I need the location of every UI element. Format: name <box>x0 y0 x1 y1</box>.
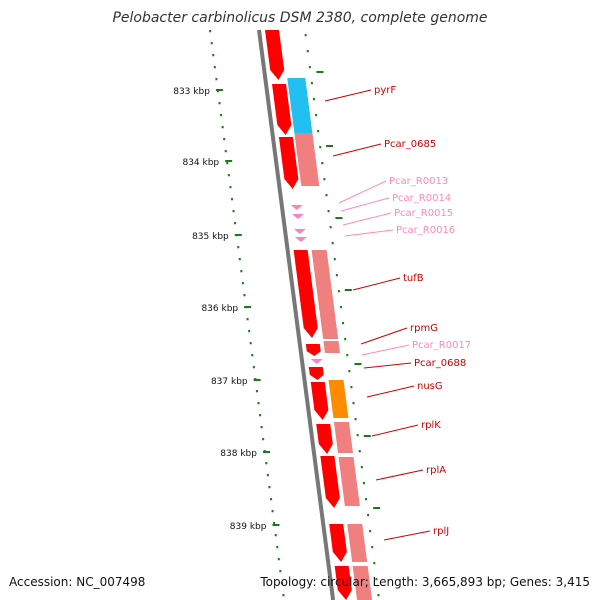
gene-leader-line <box>375 469 424 481</box>
cds-arrow <box>293 250 318 338</box>
gene-label: nusG <box>417 381 443 392</box>
cds-orange-box <box>328 380 349 418</box>
rna-chevron <box>294 237 307 242</box>
cds-arrow <box>278 137 299 189</box>
gene-label: Pcar_R0016 <box>396 225 455 236</box>
cds-arrow <box>310 382 329 420</box>
gene-leader-line <box>342 212 392 226</box>
cds-pink-box <box>311 250 339 339</box>
gene-label: rplA <box>426 465 446 476</box>
cds-arrow <box>272 84 292 135</box>
cds-arrow <box>329 524 347 562</box>
cds-pink-box <box>347 524 368 562</box>
cds-pink-box <box>323 341 340 353</box>
gene-leader-line <box>361 344 410 356</box>
gene-leader-line <box>383 530 431 541</box>
cds-arrow <box>320 456 340 508</box>
cds-arrow <box>334 566 352 600</box>
gene-leader-line <box>324 89 372 102</box>
gene-label: Pcar_R0014 <box>392 193 451 204</box>
gene-leader-line <box>332 143 382 157</box>
gene-label: Pcar_R0017 <box>412 340 471 351</box>
cds-arrow <box>308 367 324 380</box>
rna-chevron <box>290 205 303 210</box>
cds-pink-box <box>352 566 373 600</box>
gene-label: rplK <box>421 420 441 431</box>
gene-label: Pcar_R0015 <box>394 208 453 219</box>
accession-label: Accession: NC_007498 <box>9 575 146 589</box>
gene-label: rplJ <box>433 526 449 537</box>
gene-leader-line <box>366 385 415 398</box>
kbp-label: 835 kbp <box>192 232 229 242</box>
gene-label: Pcar_R0013 <box>389 176 448 187</box>
rna-chevron <box>310 359 323 364</box>
kbp-label: 839 kbp <box>230 522 267 532</box>
cds-arrow <box>316 424 333 454</box>
gene-leader-line <box>352 277 401 291</box>
gene-label: pyrF <box>374 85 396 96</box>
gene-label: tufB <box>403 273 424 284</box>
kbp-label: 833 kbp <box>173 87 210 97</box>
cds-blue-box <box>287 78 313 133</box>
gene-leader-line <box>338 180 387 204</box>
cds-pink-box <box>333 422 353 453</box>
kbp-label: 836 kbp <box>201 304 238 314</box>
topology-label: Topology: circular; Length: 3,665,893 bp… <box>260 575 590 589</box>
gene-leader-line <box>360 327 408 345</box>
cds-pink-box <box>338 457 360 506</box>
gene-label: Pcar_0688 <box>414 358 466 369</box>
gene-leader-line <box>340 197 390 212</box>
gene-leader-line <box>344 229 394 237</box>
gene-label: rpmG <box>410 323 438 334</box>
gene-leader-line <box>371 424 419 437</box>
kbp-label: 838 kbp <box>220 449 257 459</box>
kbp-label: 834 kbp <box>182 158 219 168</box>
cds-arrow <box>305 344 321 356</box>
gene-label: Pcar_0685 <box>384 139 436 150</box>
cds-pink-box <box>294 133 320 186</box>
rna-chevron <box>291 214 304 219</box>
backbone-line <box>257 29 336 600</box>
rna-chevron <box>293 229 306 234</box>
cds-arrow <box>265 30 285 80</box>
map-title: Pelobacter carbinolicus DSM 2380, comple… <box>112 10 488 26</box>
kbp-label: 837 kbp <box>211 377 248 387</box>
gene-leader-line <box>363 362 412 369</box>
